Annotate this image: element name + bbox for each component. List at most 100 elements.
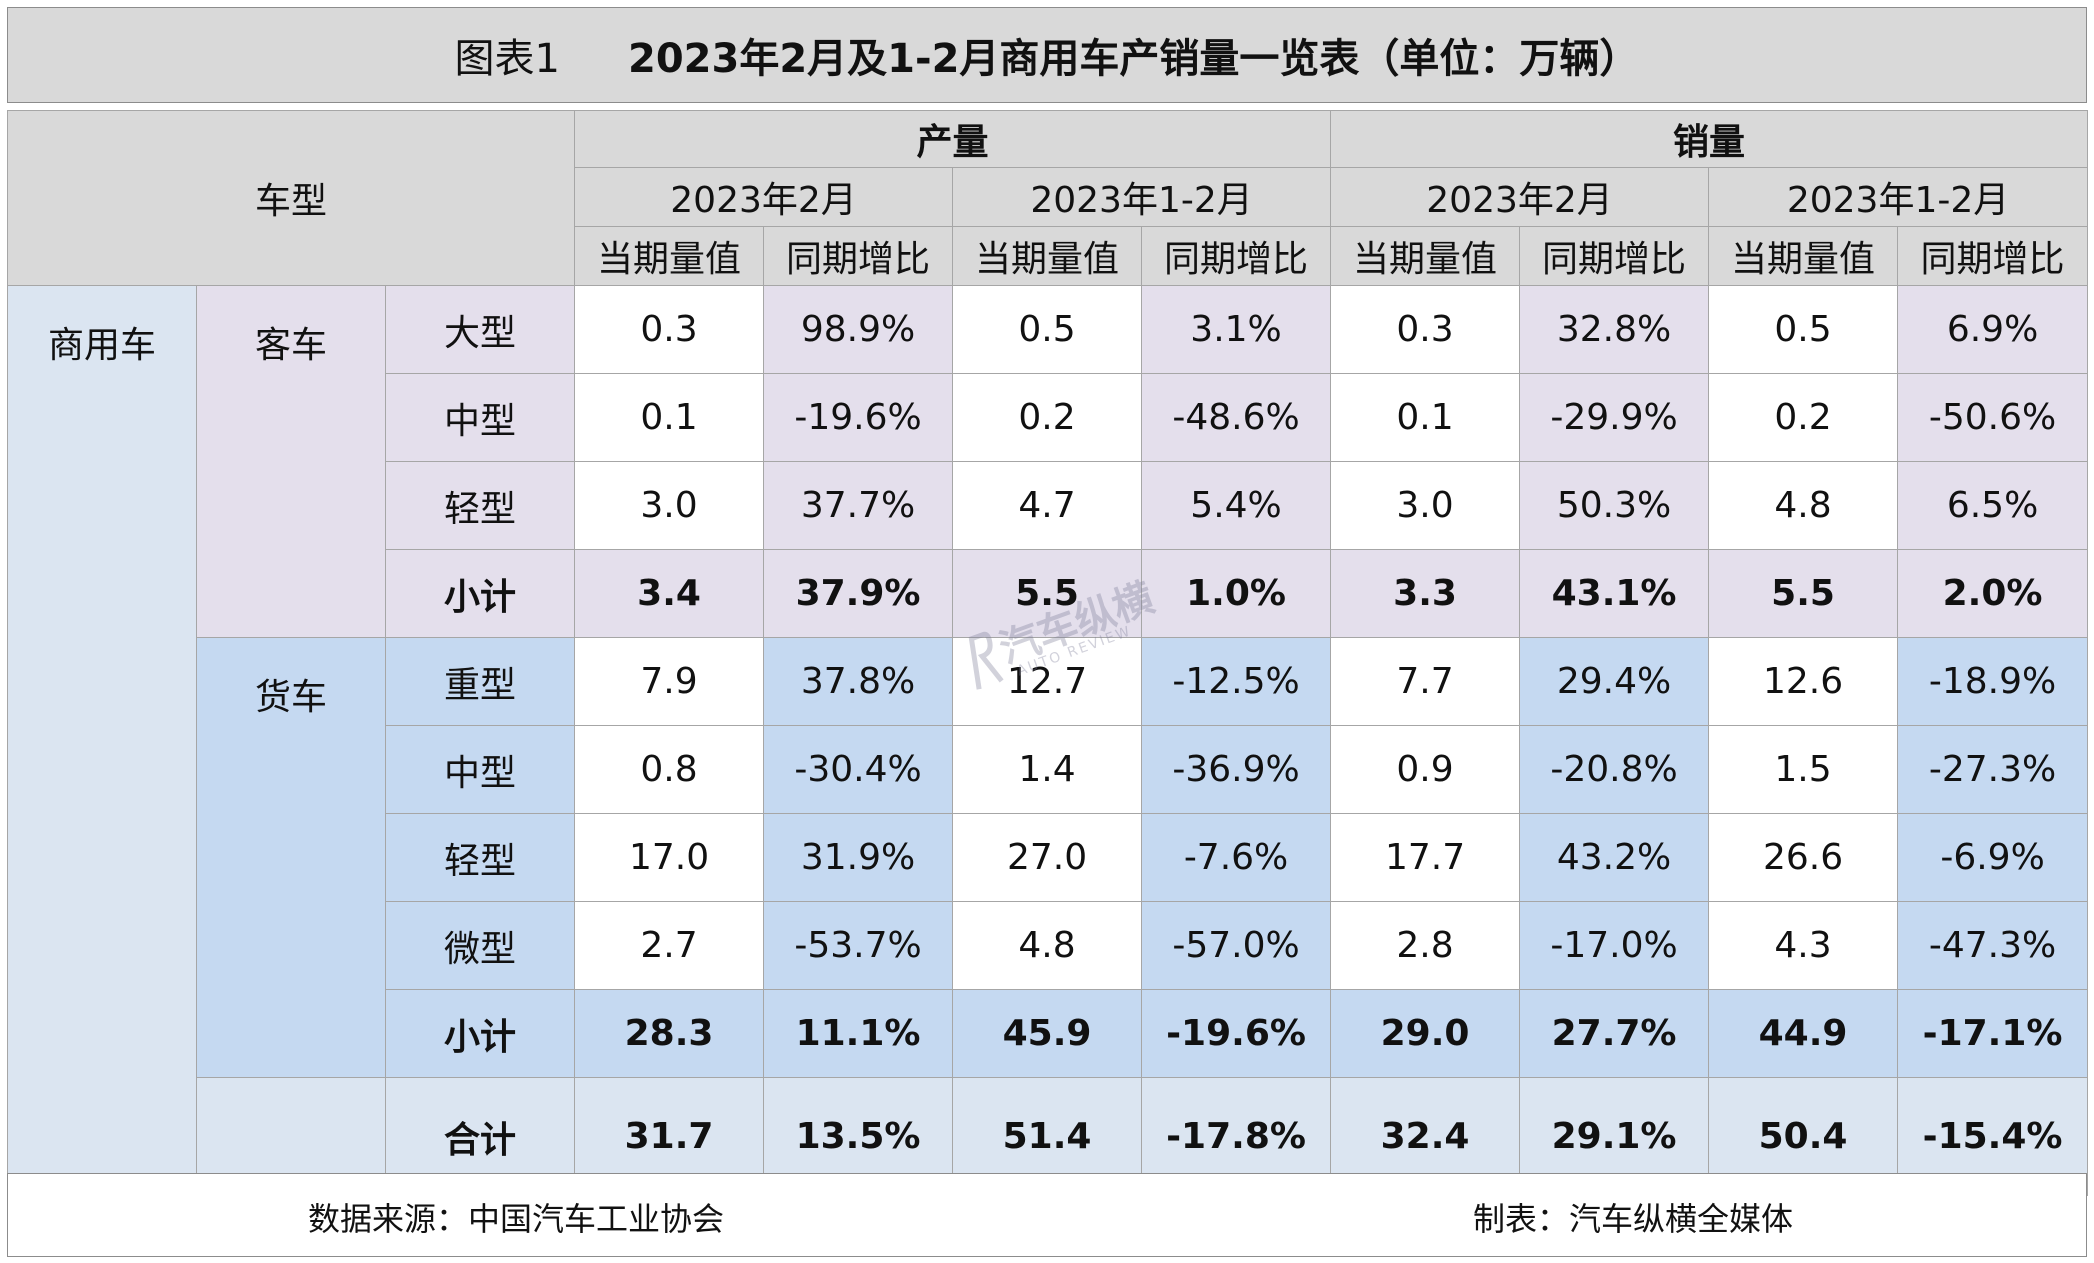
header-sales-feb: 2023年2月 [1330, 167, 1710, 227]
table-cell: 0.3 [574, 285, 765, 374]
table-cell: 6.5% [1897, 461, 2089, 550]
table-cell: 3.0 [574, 461, 765, 550]
table-cell: 6.9% [1897, 285, 2089, 374]
table-cell: 37.9% [763, 549, 954, 638]
table-cell: 27.0 [952, 813, 1143, 902]
table-cell: -57.0% [1141, 901, 1332, 990]
table-row: 商用车 客车 大型 0.3 98.9% 0.5 3.1% 0.3 32.8% 0… [7, 285, 2089, 1196]
header-yoy: 同期增比 [1141, 226, 1332, 286]
table-cell: -53.7% [763, 901, 954, 990]
header-production: 产量 [574, 110, 1332, 168]
table-cell: 5.5 [1708, 549, 1899, 638]
category-truck: 货车 [196, 637, 386, 1078]
table-cell: 2.8 [1330, 901, 1521, 990]
table-cell: 28.3 [574, 989, 765, 1078]
table-cell: 29.0 [1330, 989, 1521, 1078]
header-current-value: 当期量值 [1708, 226, 1899, 286]
category-commercial: 商用车 [7, 285, 197, 1196]
category-bus: 客车 [196, 285, 386, 638]
table-cell: 26.6 [1708, 813, 1899, 902]
table-cell: -18.9% [1897, 637, 2089, 726]
table-cell: 27.7% [1519, 989, 1710, 1078]
table-cell: 3.1% [1141, 285, 1332, 374]
row-label: 小计 [384, 989, 576, 1078]
table-cell: -19.6% [1141, 989, 1332, 1078]
auto-review-logo-icon [968, 631, 1004, 690]
table-cell: -17.0% [1519, 901, 1710, 990]
table-cell: -47.3% [1897, 901, 2089, 990]
table-cell: -20.8% [1519, 725, 1710, 814]
table-cell: 12.7 [952, 637, 1143, 726]
header-current-value: 当期量值 [1330, 226, 1521, 286]
table-cell: -17.1% [1897, 989, 2089, 1078]
table-cell: 4.3 [1708, 901, 1899, 990]
table-cell: 1.5 [1708, 725, 1899, 814]
table-cell: 1.4 [952, 725, 1143, 814]
table-cell: 7.9 [574, 637, 765, 726]
table-cell: -36.9% [1141, 725, 1332, 814]
table-cell: 7.7 [1330, 637, 1521, 726]
watermark: 汽车纵横 AUTO REVIEW [953, 566, 1172, 719]
table-cell: 31.9% [763, 813, 954, 902]
table-cell: -19.6% [763, 373, 954, 462]
table-cell: 37.7% [763, 461, 954, 550]
report-frame: 图表1 2023年2月及1-2月商用车产销量一览表（单位：万辆） 车型 产量 销… [6, 7, 2089, 1257]
header-vehicle-type: 车型 [6, 110, 576, 286]
table-row: 轻型 3.0 37.7% 4.7 5.4% 3.0 50.3% 4.8 6.5% [8, 461, 2089, 550]
table-cell: 17.7 [1330, 813, 1521, 902]
table-row: 中型 0.8 -30.4% 1.4 -36.9% 0.9 -20.8% 1.5 … [8, 725, 2089, 814]
header-yoy: 同期增比 [1519, 226, 1710, 286]
table-cell: -7.6% [1141, 813, 1332, 902]
table-cell: 44.9 [1708, 989, 1899, 1078]
table-cell: 0.5 [1708, 285, 1899, 374]
table-cell: 4.8 [1708, 461, 1899, 550]
row-label: 重型 [384, 637, 576, 726]
table-row: 轻型 17.0 31.9% 27.0 -7.6% 17.7 43.2% 26.6… [8, 813, 2089, 902]
table-cell: -12.5% [1141, 637, 1332, 726]
subtotal-row: 小计 28.3 11.1% 45.9 -19.6% 29.0 27.7% 44.… [8, 989, 2089, 1078]
header-yoy: 同期增比 [1897, 226, 2089, 286]
table-cell: 0.5 [952, 285, 1143, 374]
footer: 数据来源：中国汽车工业协会 制表：汽车纵横全媒体 [7, 1173, 2087, 1257]
table-cell: 12.6 [1708, 637, 1899, 726]
row-label: 大型 [384, 285, 576, 374]
table-cell: 0.8 [574, 725, 765, 814]
table-cell: 1.0% [1141, 549, 1332, 638]
header-sales: 销量 [1330, 110, 2089, 168]
table-cell: 0.3 [1330, 285, 1521, 374]
table-cell: 0.2 [952, 373, 1143, 462]
header-production-ytd: 2023年1-2月 [952, 167, 1332, 227]
table-cell: 4.8 [952, 901, 1143, 990]
table-cell: -27.3% [1897, 725, 2089, 814]
subtotal-row: 小计 3.4 37.9% 5.5 1.0% 3.3 43.1% 5.5 2.0% [8, 549, 2089, 638]
page-title: 2023年2月及1-2月商用车产销量一览表（单位：万辆） [628, 36, 1640, 82]
table-cell: 50.3% [1519, 461, 1710, 550]
table-cell: 5.5 [952, 549, 1143, 638]
table-cell: -6.9% [1897, 813, 2089, 902]
table-cell: 3.0 [1330, 461, 1521, 550]
row-label: 中型 [384, 725, 576, 814]
table-cell: 3.4 [574, 549, 765, 638]
title-bar: 图表1 2023年2月及1-2月商用车产销量一览表（单位：万辆） [7, 7, 2087, 103]
row-label: 轻型 [384, 461, 576, 550]
table-cell: 43.2% [1519, 813, 1710, 902]
row-label: 小计 [384, 549, 576, 638]
header-yoy: 同期增比 [763, 226, 954, 286]
table-cell: 17.0 [574, 813, 765, 902]
table-row: 货车 重型 7.9 37.8% 12.7 -12.5% 7.7 29.4% 12… [8, 637, 2089, 1078]
table-cell: 0.9 [1330, 725, 1521, 814]
table-cell: 29.4% [1519, 637, 1710, 726]
header-current-value: 当期量值 [952, 226, 1143, 286]
table-cell: 4.7 [952, 461, 1143, 550]
table-cell: -29.9% [1519, 373, 1710, 462]
header-current-value: 当期量值 [574, 226, 765, 286]
table-cell: 5.4% [1141, 461, 1332, 550]
table-cell: 2.7 [574, 901, 765, 990]
table-row: 中型 0.1 -19.6% 0.2 -48.6% 0.1 -29.9% 0.2 … [8, 373, 2089, 462]
row-label: 中型 [384, 373, 576, 462]
table-cell: 98.9% [763, 285, 954, 374]
data-source: 数据来源：中国汽车工业协会 [308, 1200, 725, 1238]
table-cell: 0.2 [1708, 373, 1899, 462]
table-cell: 11.1% [763, 989, 954, 1078]
table-maker: 制表：汽车纵横全媒体 [1473, 1200, 1794, 1238]
